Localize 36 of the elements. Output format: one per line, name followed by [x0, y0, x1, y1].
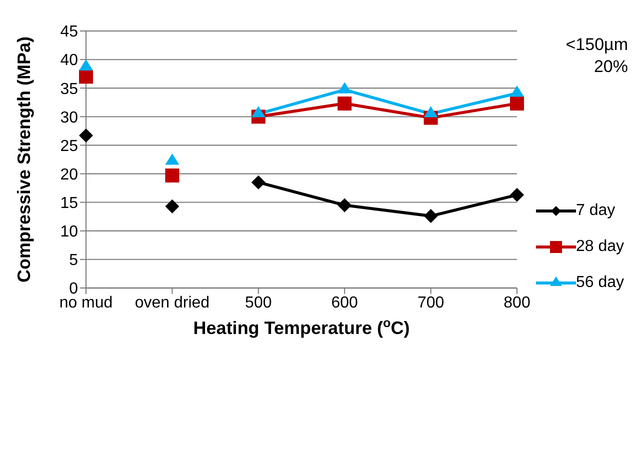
- text: 20%: [592, 56, 628, 78]
- y-tick-label: 35: [60, 80, 78, 98]
- legend-label: 56 day: [576, 274, 624, 292]
- x-tick-label: 500: [245, 294, 272, 312]
- point: [79, 59, 93, 70]
- point: [424, 209, 438, 224]
- legend-label: 28 day: [576, 238, 624, 256]
- point: [338, 198, 352, 212]
- y-tick-label: 15: [60, 195, 78, 212]
- y-axis-title: Compressive Strength (MPa): [14, 36, 34, 283]
- point: [338, 82, 352, 94]
- y-tick-label: 20: [60, 166, 78, 184]
- point: [510, 96, 524, 111]
- y-tick-label: 45: [60, 24, 78, 41]
- point: [79, 128, 93, 143]
- point: [165, 168, 180, 182]
- x-tick-label: 700: [417, 294, 444, 312]
- y-tick-label: 40: [60, 52, 78, 70]
- point: [510, 188, 524, 202]
- text: <150µm: [566, 34, 628, 56]
- x-tick-label: oven dried: [134, 294, 210, 312]
- point: [424, 106, 438, 118]
- point: [79, 70, 93, 84]
- x-tick-label: 600: [331, 294, 358, 312]
- legend-label: 7 day: [576, 202, 616, 220]
- point: [251, 106, 266, 118]
- x-axis-title: Heating Temperature ($^{o}$C): [193, 316, 410, 338]
- y-tick-label: 30: [60, 109, 78, 126]
- x-tick-label: 800: [504, 294, 530, 312]
- point: [338, 96, 352, 111]
- point: [510, 86, 524, 97]
- y-tick-label: 10: [60, 224, 78, 241]
- point: [251, 175, 266, 190]
- y-tick-label: 5: [69, 252, 78, 270]
- y-tick-label: 25: [60, 138, 78, 155]
- point: [165, 199, 180, 214]
